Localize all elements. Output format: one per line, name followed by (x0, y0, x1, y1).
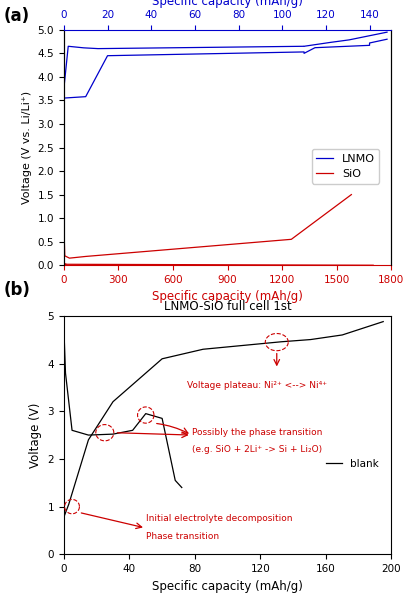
Legend: LNMO, SiO: LNMO, SiO (312, 149, 379, 184)
Y-axis label: Voltage (V vs. Li/Li⁺): Voltage (V vs. Li/Li⁺) (22, 91, 32, 204)
Title: LNMO-SiO full cell 1st: LNMO-SiO full cell 1st (164, 300, 292, 313)
Text: Voltage plateau: Ni²⁺ <--> Ni⁴⁺: Voltage plateau: Ni²⁺ <--> Ni⁴⁺ (187, 380, 327, 390)
Text: Initial electrolyte decomposition: Initial electrolyte decomposition (146, 514, 292, 523)
Text: (a): (a) (4, 7, 30, 25)
Legend: blank: blank (322, 455, 383, 473)
Y-axis label: Voltage (V): Voltage (V) (29, 402, 42, 468)
X-axis label: Specific capacity (mAh/g): Specific capacity (mAh/g) (152, 579, 303, 592)
Text: Phase transition: Phase transition (146, 532, 219, 541)
X-axis label: Specific capacity (mAh/g): Specific capacity (mAh/g) (152, 290, 303, 303)
Text: Possibly the phase transition: Possibly the phase transition (192, 428, 322, 437)
Text: (b): (b) (4, 281, 31, 299)
Text: (e.g. SiO + 2Li⁺ -> Si + Li₂O): (e.g. SiO + 2Li⁺ -> Si + Li₂O) (192, 445, 322, 454)
X-axis label: Specific capacity (mAh/g): Specific capacity (mAh/g) (152, 0, 303, 8)
